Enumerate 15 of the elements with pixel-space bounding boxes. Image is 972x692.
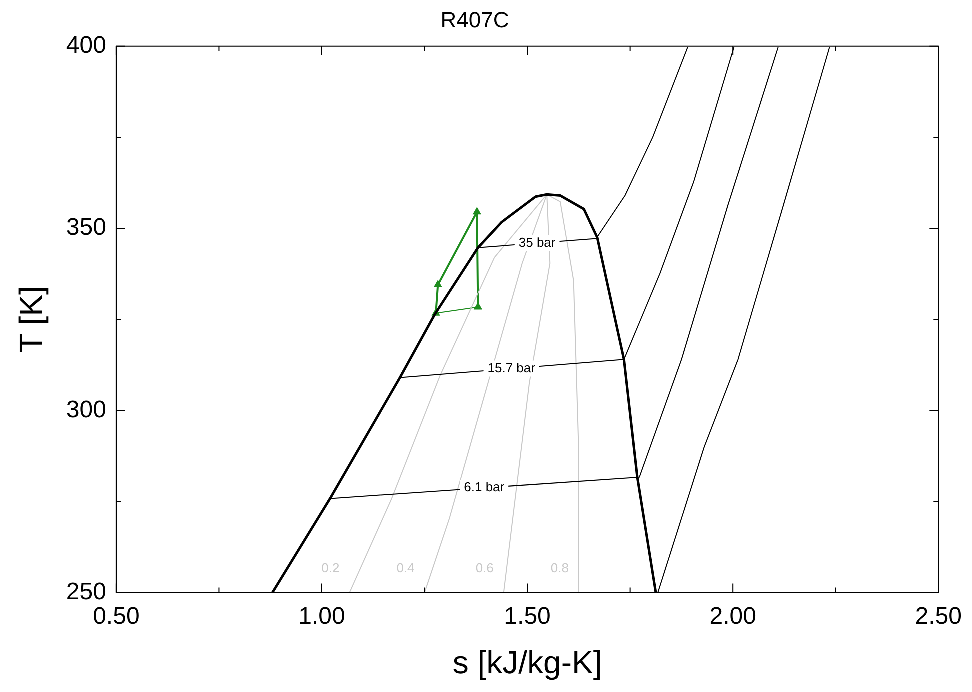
- series-label: 15.7 bar: [488, 360, 536, 376]
- y-tick-label: 250: [66, 578, 106, 606]
- y-tick-label: 400: [66, 32, 106, 60]
- series-label: 35 bar: [518, 234, 556, 250]
- x-tick-label: 2.50: [915, 602, 962, 630]
- series-label: 6.1 bar: [464, 480, 506, 495]
- y-axis-title: T [K]: [13, 286, 50, 354]
- x-tick-label: 2.00: [710, 602, 756, 630]
- x-tick-label: 0.50: [93, 602, 140, 630]
- y-tick-label: 350: [66, 214, 106, 242]
- x-tick-label: 1.50: [504, 602, 551, 630]
- y-tick-label: 300: [66, 396, 106, 424]
- x-tick-label: 1.00: [298, 602, 346, 630]
- chart-title: R407C: [440, 7, 510, 32]
- x-axis-title: s [kJ/kg-K]: [452, 644, 602, 681]
